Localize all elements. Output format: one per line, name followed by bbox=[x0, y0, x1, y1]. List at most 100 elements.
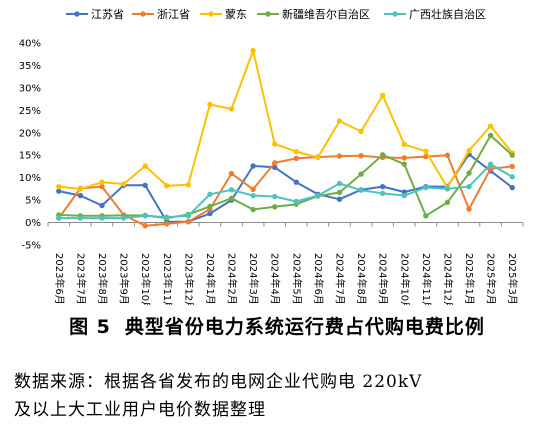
y-tick-label: 30% bbox=[19, 83, 41, 94]
data-point bbox=[142, 163, 148, 169]
data-point bbox=[99, 183, 105, 190]
data-point bbox=[207, 210, 213, 217]
data-point bbox=[228, 187, 235, 193]
source-note: 数据来源：根据各省发布的电网企业代购电 220kV 及以上大工业用户电价数据整理 bbox=[14, 368, 544, 424]
data-point bbox=[272, 193, 278, 200]
data-point bbox=[207, 191, 213, 197]
data-point bbox=[315, 192, 321, 199]
data-point bbox=[99, 179, 105, 185]
series-line bbox=[58, 49, 513, 190]
x-tick-label: 2023年9月 bbox=[118, 253, 131, 305]
data-point bbox=[250, 47, 256, 54]
x-tick-label: 2024年12月 bbox=[441, 253, 454, 305]
series-4 bbox=[56, 132, 515, 221]
data-point bbox=[444, 152, 451, 158]
data-point bbox=[358, 128, 364, 135]
data-point bbox=[336, 153, 343, 159]
x-tick-label: 2024年5月 bbox=[290, 253, 303, 305]
data-point bbox=[379, 92, 386, 99]
data-point bbox=[185, 182, 192, 188]
data-point bbox=[444, 186, 451, 192]
legend-marker bbox=[140, 11, 146, 17]
data-point bbox=[336, 118, 343, 124]
data-point bbox=[185, 218, 192, 225]
data-point bbox=[379, 190, 386, 197]
data-point bbox=[423, 148, 429, 154]
data-point bbox=[358, 187, 364, 193]
legend-label: 蒙东 bbox=[225, 8, 247, 21]
data-point bbox=[164, 183, 170, 189]
data-point bbox=[358, 171, 364, 177]
data-point bbox=[272, 160, 278, 166]
source-line-2: 及以上大工业用户电价数据整理 bbox=[14, 400, 266, 420]
data-point bbox=[293, 148, 299, 155]
x-tick-label: 2024年8月 bbox=[355, 253, 368, 305]
legend-marker bbox=[265, 11, 271, 17]
legend-item: 广西壮族自治区 bbox=[384, 7, 486, 21]
data-point bbox=[466, 148, 472, 154]
data-point bbox=[250, 186, 256, 193]
data-point bbox=[56, 183, 62, 190]
y-tick-label: 25% bbox=[19, 106, 41, 117]
x-tick-label: 2023年7月 bbox=[74, 253, 87, 305]
data-point bbox=[336, 189, 343, 196]
y-tick-label: 10% bbox=[19, 173, 41, 184]
legend-item: 蒙东 bbox=[200, 8, 247, 21]
figure-number: 图 5 bbox=[69, 316, 111, 338]
data-point bbox=[336, 196, 343, 202]
x-tick-label: 2025年3月 bbox=[506, 253, 519, 305]
series-line bbox=[58, 153, 513, 223]
data-point bbox=[99, 215, 105, 221]
x-tick-label: 2023年11月 bbox=[161, 253, 174, 305]
data-point bbox=[315, 154, 321, 161]
data-point bbox=[142, 213, 148, 219]
data-point bbox=[401, 192, 407, 199]
data-point bbox=[228, 170, 235, 177]
y-tick-label: 35% bbox=[19, 61, 41, 72]
y-tick-label: -5% bbox=[22, 241, 41, 252]
x-tick-label: 2025年1月 bbox=[463, 253, 476, 305]
x-tick-label: 2024年11月 bbox=[420, 253, 433, 305]
y-axis: -5% 0% 5% 10% 15% 20% 25% 30% 35% 40% bbox=[19, 39, 41, 252]
series-line bbox=[58, 163, 513, 220]
data-point bbox=[207, 203, 213, 210]
data-point bbox=[401, 161, 407, 167]
data-point bbox=[272, 141, 278, 147]
line-chart: 江苏省 浙江省 蒙东 新疆维吾尔自治区 广西壮族自治区 -5% 0% 5% 10% 15% 20%… bbox=[19, 7, 524, 305]
data-point bbox=[56, 215, 62, 221]
data-point bbox=[228, 195, 235, 202]
data-point bbox=[358, 152, 364, 159]
data-point bbox=[164, 214, 170, 220]
data-point bbox=[120, 181, 127, 187]
x-tick-label: 2023年8月 bbox=[96, 253, 109, 305]
x-tick-label: 2024年1月 bbox=[204, 253, 217, 305]
data-point bbox=[272, 204, 278, 210]
x-tick-label: 2023年12月 bbox=[182, 253, 195, 305]
data-point bbox=[487, 123, 494, 129]
series-5 bbox=[56, 161, 515, 221]
legend-label: 浙江省 bbox=[157, 8, 190, 21]
source-line-1: 数据来源：根据各省发布的电网企业代购电 220kV bbox=[14, 372, 423, 392]
data-point bbox=[99, 202, 105, 209]
series-line bbox=[57, 154, 513, 227]
series-3 bbox=[56, 47, 515, 192]
data-point bbox=[379, 152, 386, 158]
data-point bbox=[336, 180, 343, 187]
data-point bbox=[444, 199, 451, 206]
y-tick-label: 20% bbox=[19, 128, 41, 139]
legend-label: 广西壮族自治区 bbox=[409, 7, 486, 21]
data-point bbox=[509, 184, 515, 191]
data-point bbox=[120, 215, 127, 221]
data-point bbox=[164, 221, 170, 227]
legend-item: 江苏省 bbox=[66, 8, 124, 21]
data-point bbox=[401, 141, 407, 148]
data-point bbox=[77, 186, 84, 192]
data-point bbox=[509, 174, 515, 180]
x-tick-label: 2024年7月 bbox=[333, 253, 346, 305]
data-point bbox=[509, 163, 515, 170]
x-tick-label: 2024年2月 bbox=[226, 253, 239, 305]
legend-marker bbox=[74, 11, 80, 17]
data-point bbox=[293, 198, 299, 205]
chart-legend: 江苏省 浙江省 蒙东 新疆维吾尔自治区 广西壮族自治区 bbox=[66, 7, 486, 21]
data-point bbox=[228, 106, 235, 112]
